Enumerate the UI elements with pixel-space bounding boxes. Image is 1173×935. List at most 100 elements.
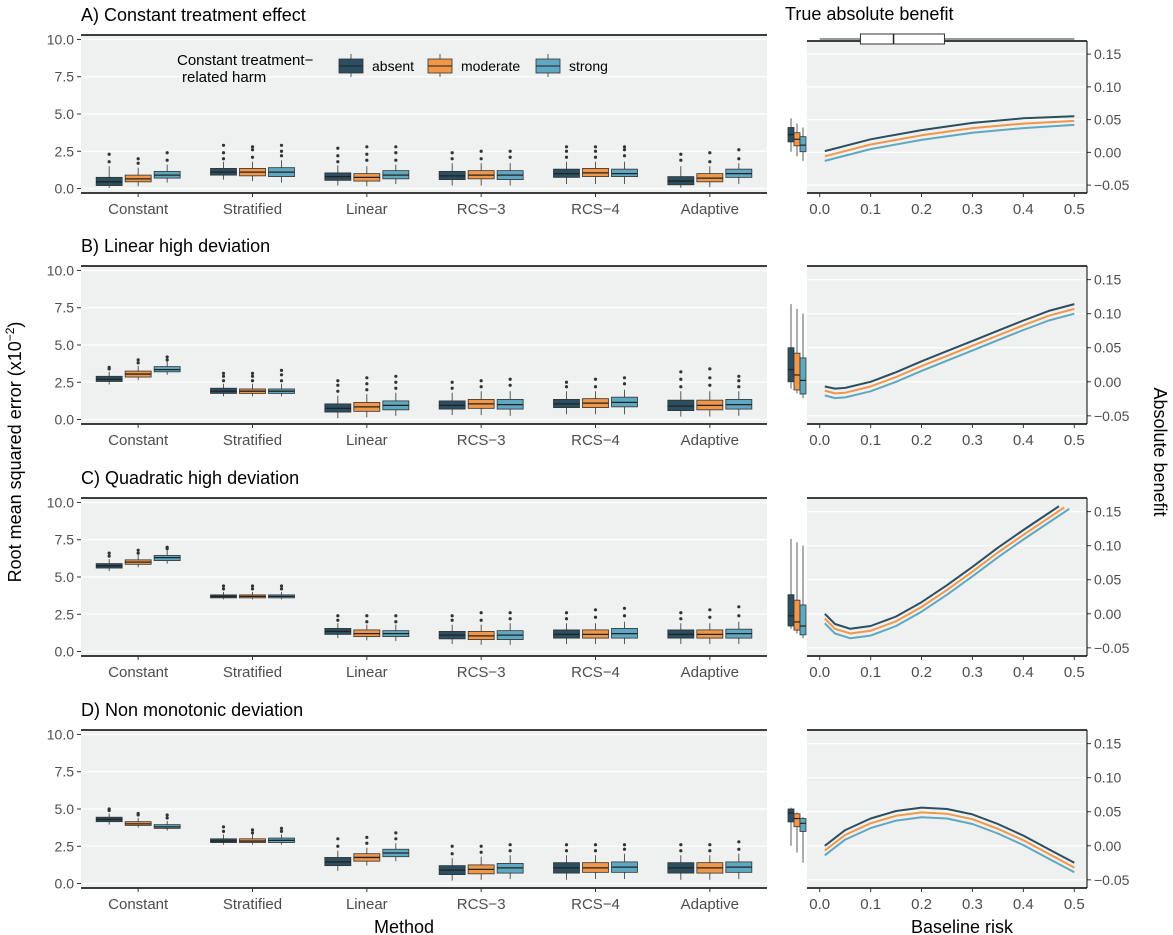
- box-absent: [324, 614, 352, 639]
- outlier-point: [165, 816, 169, 820]
- x-tick-label: Stratified: [223, 664, 282, 681]
- outlier-point: [165, 358, 169, 362]
- outlier-point: [136, 811, 140, 816]
- outlier-point: [564, 849, 569, 853]
- outlier-point: [622, 382, 627, 386]
- outlier-point: [365, 152, 369, 156]
- benefit-line-absent: [824, 505, 1060, 630]
- x-tick-label: Adaptive: [681, 896, 739, 913]
- outlier-point: [365, 382, 369, 386]
- outlier-point: [165, 158, 169, 162]
- outlier-point: [737, 847, 741, 851]
- outlier-point: [365, 841, 369, 845]
- y-tick-label: 2.5: [55, 143, 75, 159]
- outlier-point: [365, 614, 369, 618]
- outlier-point: [708, 843, 712, 847]
- y-tick-label: 0.00: [1094, 838, 1121, 854]
- legend-item-absent: absent: [338, 54, 414, 77]
- outlier-point: [564, 385, 569, 389]
- x-tick-label: RCS−3: [457, 664, 506, 681]
- outlier-point: [394, 151, 398, 155]
- marginal-box-body: [793, 599, 801, 631]
- outlier-point: [279, 368, 284, 372]
- box-strong: [153, 355, 181, 375]
- outlier-point: [136, 161, 140, 165]
- outlier-point: [679, 849, 683, 853]
- box-strong: [611, 843, 638, 880]
- x-tick-label: Stratified: [223, 432, 282, 449]
- outlier-point: [107, 152, 111, 156]
- outlier-point: [622, 148, 627, 152]
- outlier-point: [679, 385, 683, 389]
- box-absent: [95, 807, 123, 825]
- outlier-point: [737, 840, 741, 844]
- outlier-point: [564, 380, 569, 384]
- x-tick-label: 0.2: [911, 664, 932, 681]
- outlier-point: [479, 379, 483, 383]
- marginal-box-moderate: [793, 542, 801, 634]
- rmse-panel: 0.0 2.5 5.0 7.5 10.0 D) Non monotonic deviati…: [47, 700, 767, 913]
- outlier-point: [221, 379, 226, 383]
- box-moderate: [467, 149, 495, 186]
- outlier-point: [479, 149, 483, 153]
- box-strong: [725, 374, 753, 416]
- box-strong: [382, 831, 410, 862]
- y-tick-label: 7.5: [55, 532, 75, 548]
- rmse-panel: 0.0 2.5 5.0 7.5 10.0 C) Quadratic high deviat…: [47, 468, 767, 681]
- box-moderate: [696, 843, 724, 880]
- outlier-point: [450, 157, 454, 161]
- x-tick-label: 0.3: [962, 664, 983, 681]
- rmse-panel: 0.0 2.5 5.0 7.5 10.0 A) Constant treatment ef…: [47, 5, 767, 218]
- y-tick-label: 0.00: [1094, 606, 1121, 622]
- y-tick-label: 2.5: [55, 838, 75, 854]
- box-absent: [324, 146, 352, 186]
- benefit-line-moderate: [824, 506, 1065, 635]
- x-tick-label: 0.1: [860, 201, 881, 218]
- outlier-point: [737, 157, 741, 161]
- outlier-point: [365, 620, 369, 624]
- x-tick-label: RCS−4: [571, 201, 620, 218]
- outlier-point: [564, 843, 569, 847]
- box-strong: [725, 148, 753, 185]
- y-tick-label: 10.0: [47, 31, 74, 47]
- box-absent: [324, 837, 352, 871]
- marginal-box-body: [799, 604, 807, 636]
- rmse-panel: 0.0 2.5 5.0 7.5 10.0 B) Linear high deviation…: [47, 236, 767, 449]
- outlier-point: [622, 145, 627, 149]
- y-tick-label: 0.15: [1094, 504, 1121, 520]
- panel-title: A) Constant treatment effect: [81, 5, 306, 25]
- x-axis-title-method: Method: [374, 917, 434, 935]
- x-tick-label: RCS−4: [571, 664, 620, 681]
- box-absent: [553, 843, 580, 880]
- outlier-point: [279, 149, 284, 153]
- outlier-point: [107, 160, 111, 164]
- outlier-point: [508, 155, 512, 159]
- outlier-point: [679, 152, 683, 156]
- outlier-point: [508, 377, 512, 381]
- outlier-point: [107, 554, 111, 558]
- box-moderate: [239, 828, 266, 845]
- outlier-point: [279, 584, 284, 588]
- outlier-point: [508, 611, 512, 615]
- marginal-box-absent: [787, 304, 795, 389]
- y-tick-label: 0.0: [55, 181, 75, 197]
- benefit-line-strong: [824, 123, 1075, 162]
- outlier-point: [136, 551, 140, 555]
- y-tick-label: 0.10: [1094, 306, 1121, 322]
- y-tick-label: 10.0: [47, 726, 74, 742]
- x-tick-label: 0.3: [962, 432, 983, 449]
- outlier-point: [250, 145, 255, 149]
- x-tick-label: Adaptive: [681, 201, 739, 218]
- outlier-point: [450, 844, 454, 848]
- outlier-point: [737, 614, 741, 618]
- box-strong: [268, 826, 295, 845]
- marginal-box-body: [793, 352, 801, 391]
- outlier-point: [593, 615, 598, 619]
- outlier-point: [221, 157, 226, 161]
- outlier-point: [221, 151, 226, 155]
- box-absent: [667, 843, 695, 880]
- outlier-point: [107, 551, 111, 555]
- outlier-point: [737, 148, 741, 152]
- y-tick-label: 0.00: [1094, 374, 1121, 390]
- outlier-point: [336, 160, 340, 164]
